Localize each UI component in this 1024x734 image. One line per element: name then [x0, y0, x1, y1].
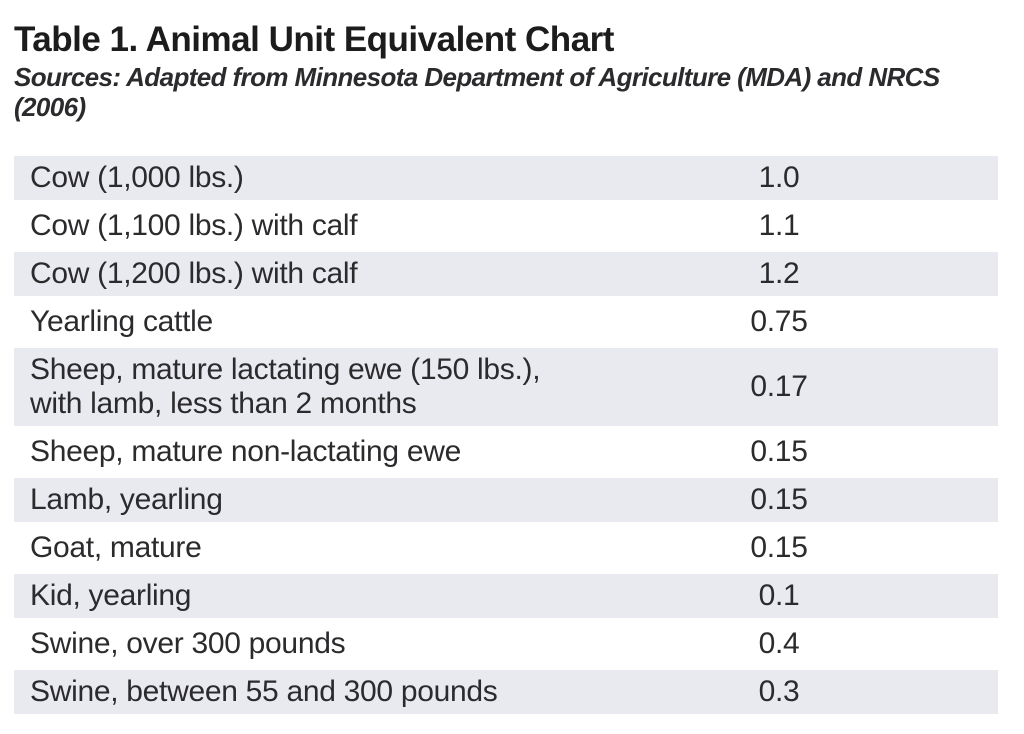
- animal-units-value: 1.0: [758, 161, 800, 194]
- animal-label: Swine, between 55 and 300 pounds: [30, 675, 498, 708]
- animal-label: Lamb, yearling: [30, 483, 223, 516]
- animal-label: Goat, mature: [30, 531, 202, 564]
- animal-units-value: 0.4: [758, 627, 800, 660]
- table-row: Sheep, mature lactating ewe (150 lbs.), …: [14, 348, 998, 426]
- animal-label: Cow (1,200 lbs.) with calf: [30, 257, 358, 290]
- animal-units-value: 1.2: [758, 257, 800, 290]
- document-page: Table 1. Animal Unit Equivalent Chart So…: [14, 20, 998, 714]
- animal-units-value: 0.15: [750, 531, 808, 564]
- animal-units-value: 0.17: [750, 370, 808, 403]
- animal-label: Cow (1,100 lbs.) with calf: [30, 209, 358, 242]
- table-row: Lamb, yearling 0.15: [14, 478, 998, 522]
- table-row: Kid, yearling 0.1: [14, 574, 998, 618]
- table-row: Goat, mature 0.15: [14, 526, 998, 570]
- table-row: Cow (1,100 lbs.) with calf 1.1: [14, 204, 998, 248]
- table-row: Yearling cattle 0.75: [14, 300, 998, 344]
- animal-units-value: 0.15: [750, 483, 808, 516]
- table-row: Cow (1,200 lbs.) with calf 1.2: [14, 252, 998, 296]
- animal-units-value: 0.3: [758, 675, 800, 708]
- table-source-note: Sources: Adapted from Minnesota Departme…: [14, 62, 940, 122]
- animal-units-value: 1.1: [758, 209, 800, 242]
- animal-units-value: 0.75: [750, 305, 808, 338]
- table-row: Swine, between 55 and 300 pounds 0.3: [14, 670, 998, 714]
- animal-unit-equivalent-table: Cow (1,000 lbs.) 1.0 Cow (1,100 lbs.) wi…: [14, 156, 998, 714]
- table-row: Swine, over 300 pounds 0.4: [14, 622, 998, 666]
- table-row: Cow (1,000 lbs.) 1.0: [14, 156, 998, 200]
- animal-label: Yearling cattle: [30, 305, 213, 338]
- animal-label: Sheep, mature lactating ewe (150 lbs.), …: [30, 353, 541, 420]
- animal-label: Kid, yearling: [30, 579, 192, 612]
- animal-units-value: 0.15: [750, 435, 808, 468]
- table-row: Sheep, mature non-lactating ewe 0.15: [14, 430, 998, 474]
- animal-label: Swine, over 300 pounds: [30, 627, 346, 660]
- animal-label: Sheep, mature non-lactating ewe: [30, 435, 461, 468]
- animal-units-value: 0.1: [758, 579, 800, 612]
- animal-label: Cow (1,000 lbs.): [30, 161, 244, 194]
- table-title: Table 1. Animal Unit Equivalent Chart: [14, 20, 614, 59]
